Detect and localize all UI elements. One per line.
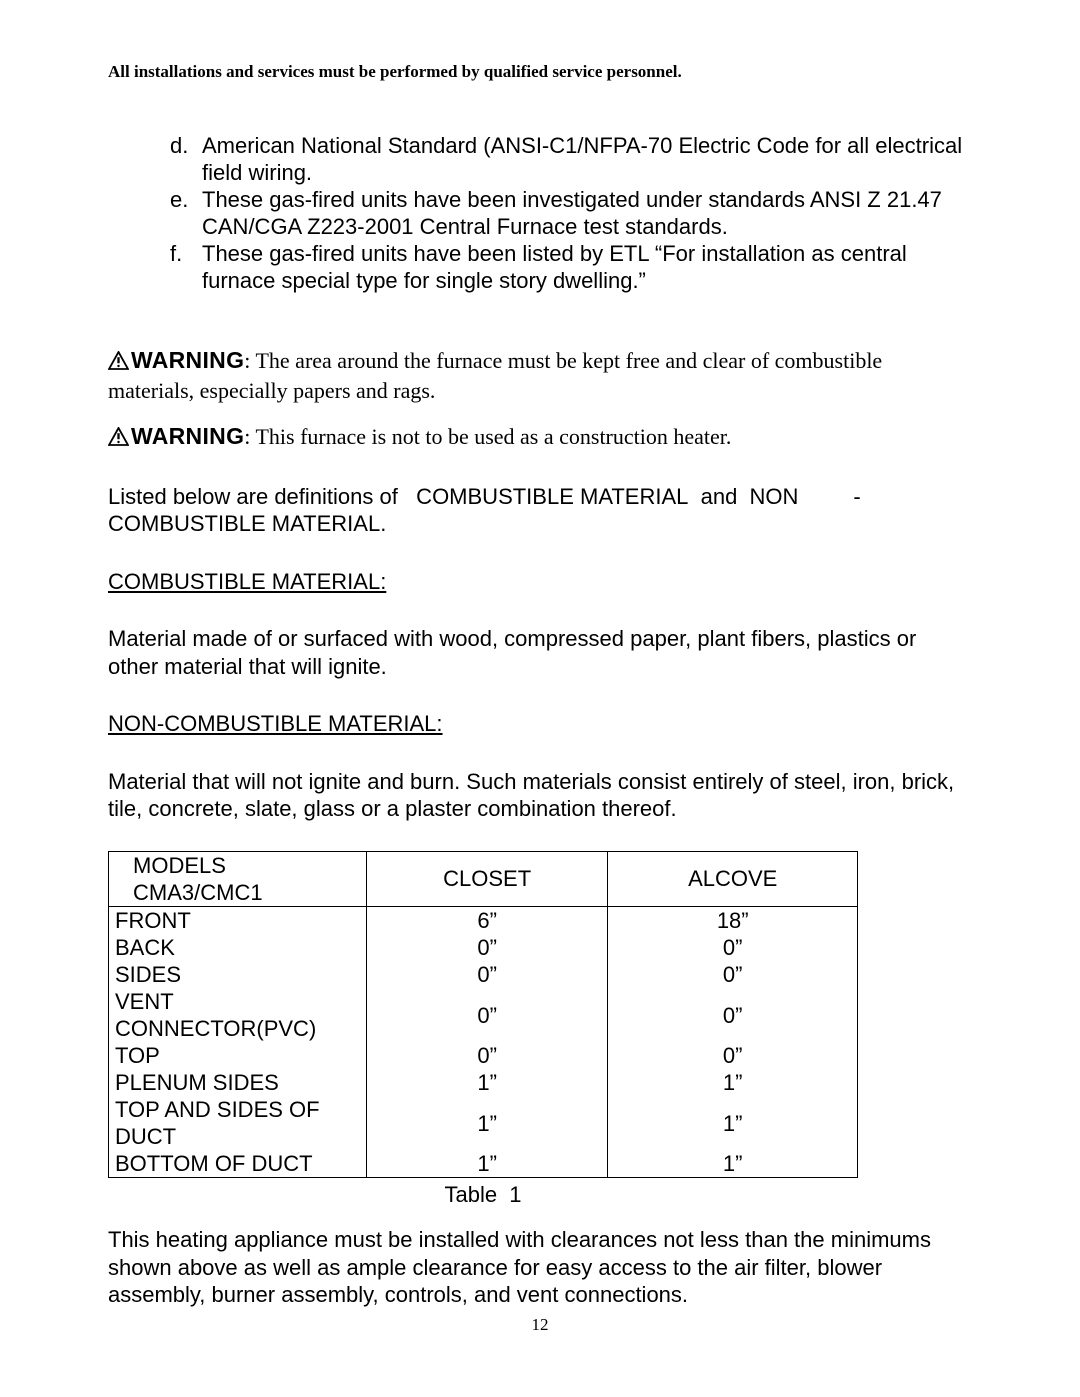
list-marker: d.	[170, 132, 202, 186]
table-cell: 0”	[366, 934, 608, 961]
table-cell: BOTTOM OF DUCT	[109, 1150, 367, 1178]
table-cell: 1”	[608, 1069, 858, 1096]
list-text: These gas-fired units have been investig…	[202, 186, 972, 240]
page-number: 12	[0, 1315, 1080, 1335]
combustible-text: Material made of or surfaced with wood, …	[108, 625, 972, 680]
table-cell: PLENUM SIDES	[109, 1069, 367, 1096]
table-cell: BACK	[109, 934, 367, 961]
table-cell: TOP	[109, 1042, 367, 1069]
noncombustible-heading-text: NON-COMBUSTIBLE MATERIAL:	[108, 711, 443, 736]
table-cell: 1”	[608, 1150, 858, 1178]
combustible-heading-text: COMBUSTIBLE MATERIAL:	[108, 569, 386, 594]
noncombustible-heading: NON-COMBUSTIBLE MATERIAL:	[108, 710, 972, 738]
table-cell: 1”	[366, 1096, 608, 1150]
list-text: American National Standard (ANSI-C1/NFPA…	[202, 132, 972, 186]
table-cell: TOP AND SIDES OF DUCT	[109, 1096, 367, 1150]
list-item: e. These gas-fired units have been inves…	[170, 186, 972, 240]
table-row: SIDES 0” 0”	[109, 961, 858, 988]
warning-triangle-icon	[108, 349, 129, 377]
table-cell: 6”	[366, 906, 608, 934]
table-cell: 0”	[608, 961, 858, 988]
table-header-row: MODELS CMA3/CMC1 CLOSET ALCOVE	[109, 851, 858, 906]
table-row: BACK 0” 0”	[109, 934, 858, 961]
clearance-table: MODELS CMA3/CMC1 CLOSET ALCOVE FRONT 6” …	[108, 851, 858, 1179]
list-item: d. American National Standard (ANSI-C1/N…	[170, 132, 972, 186]
warning-text: : This furnace is not to be used as a co…	[244, 424, 731, 449]
table-caption: Table 1	[108, 1182, 858, 1208]
noncombustible-text: Material that will not ignite and burn. …	[108, 768, 972, 823]
closing-paragraph: This heating appliance must be installed…	[108, 1226, 972, 1309]
list-text: These gas-fired units have been listed b…	[202, 240, 972, 294]
table-row: PLENUM SIDES 1” 1”	[109, 1069, 858, 1096]
table-row: TOP 0” 0”	[109, 1042, 858, 1069]
table-cell: 1”	[366, 1069, 608, 1096]
table-cell: 0”	[366, 961, 608, 988]
table-cell: 1”	[608, 1096, 858, 1150]
table-row: VENT CONNECTOR(PVC) 0” 0”	[109, 988, 858, 1042]
list-marker: f.	[170, 240, 202, 294]
table-cell: FRONT	[109, 906, 367, 934]
header-note: All installations and services must be p…	[108, 62, 972, 82]
table-cell: 0”	[608, 934, 858, 961]
table-header-cell: CLOSET	[366, 851, 608, 906]
intro-paragraph: Listed below are definitions of COMBUSTI…	[108, 483, 972, 538]
warning-paragraph: WARNING: This furnace is not to be used …	[108, 422, 972, 453]
table-header-cell: MODELS CMA3/CMC1	[109, 851, 367, 906]
table-cell: 1”	[366, 1150, 608, 1178]
table-cell: 0”	[366, 988, 608, 1042]
warning-triangle-icon	[108, 425, 129, 453]
table-cell: VENT CONNECTOR(PVC)	[109, 988, 367, 1042]
table-cell: 0”	[608, 1042, 858, 1069]
lettered-list: d. American National Standard (ANSI-C1/N…	[108, 132, 972, 294]
list-item: f. These gas-fired units have been liste…	[170, 240, 972, 294]
table-cell: 0”	[608, 988, 858, 1042]
warning-paragraph: WARNING: The area around the furnace mus…	[108, 346, 972, 404]
table-cell: 18”	[608, 906, 858, 934]
combustible-heading: COMBUSTIBLE MATERIAL:	[108, 568, 972, 596]
document-page: All installations and services must be p…	[0, 0, 1080, 1397]
warning-label: WARNING	[131, 347, 244, 373]
table-cell: SIDES	[109, 961, 367, 988]
table-row: BOTTOM OF DUCT 1” 1”	[109, 1150, 858, 1178]
table-header-cell: ALCOVE	[608, 851, 858, 906]
list-marker: e.	[170, 186, 202, 240]
warning-label: WARNING	[131, 423, 244, 449]
table-row: FRONT 6” 18”	[109, 906, 858, 934]
table-cell: 0”	[366, 1042, 608, 1069]
table-row: TOP AND SIDES OF DUCT 1” 1”	[109, 1096, 858, 1150]
